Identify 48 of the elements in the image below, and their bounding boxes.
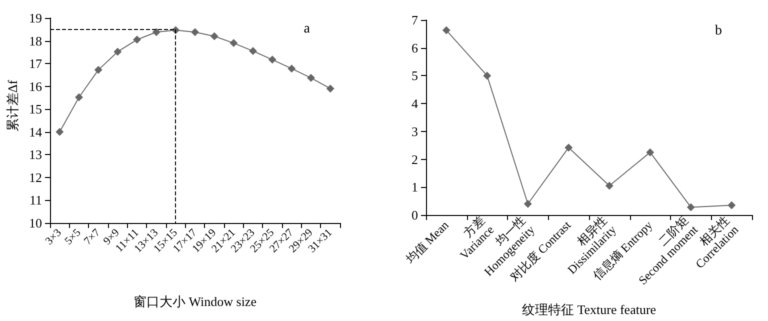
y-tick-label: 5 — [412, 68, 418, 84]
point — [56, 128, 64, 136]
x-tick-label: 5×5 — [62, 226, 84, 248]
point — [605, 182, 614, 190]
x-tick-label: 3×3 — [43, 226, 64, 248]
y-tick-label: 6 — [412, 40, 418, 56]
y-tick-label: 19 — [29, 10, 42, 26]
annotation: a — [304, 22, 311, 36]
point — [728, 201, 736, 210]
y-tick-label: 15 — [29, 102, 42, 117]
x-axis-title: 窗口大小 Window size — [134, 294, 257, 309]
point — [326, 84, 334, 93]
point — [442, 26, 450, 34]
point — [133, 36, 141, 44]
annotation: b — [715, 24, 722, 38]
point — [94, 66, 102, 74]
x-axis-title: 纹理特征 Texture feature — [522, 302, 656, 317]
y-tick-label: 14 — [29, 124, 42, 140]
y-tick-label: 2 — [412, 152, 418, 167]
y-tick-label: 3 — [412, 124, 418, 139]
point — [152, 28, 160, 36]
y-tick-label: 16 — [29, 78, 42, 94]
point — [483, 72, 492, 80]
point — [307, 74, 315, 82]
point — [524, 200, 532, 208]
y-tick-label: 12 — [29, 170, 42, 185]
y-tick-label: 18 — [29, 33, 42, 48]
x-tick-label: 7×7 — [82, 226, 103, 248]
y-tick-label: 17 — [29, 56, 42, 72]
y-axis-title: 累计差Δf — [5, 79, 20, 132]
point — [114, 48, 122, 56]
point — [288, 64, 296, 73]
point — [210, 32, 218, 40]
point — [249, 47, 257, 56]
y-tick-label: 10 — [29, 216, 42, 230]
point — [75, 93, 83, 102]
point — [646, 148, 654, 156]
y-tick-label: 0 — [412, 208, 418, 222]
y-tick-label: 1 — [412, 180, 418, 195]
point — [230, 39, 238, 48]
y-tick-label: 7 — [412, 12, 418, 28]
point — [191, 28, 199, 36]
point — [268, 56, 276, 64]
y-tick-label: 13 — [29, 147, 42, 162]
y-tick-label: 11 — [29, 192, 42, 208]
y-tick-label: 4 — [412, 96, 418, 112]
point — [564, 144, 573, 152]
point — [686, 203, 695, 212]
